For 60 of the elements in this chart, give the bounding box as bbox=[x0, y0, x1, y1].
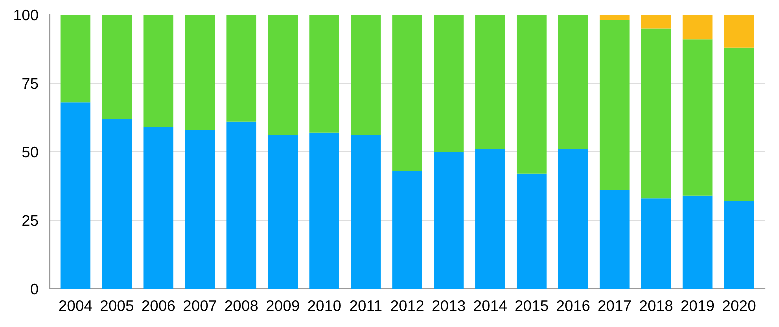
x-tick-label: 2016 bbox=[557, 300, 590, 312]
bar bbox=[351, 136, 381, 289]
bar bbox=[310, 15, 340, 133]
bar bbox=[60, 15, 91, 103]
bar bbox=[682, 40, 713, 196]
x-tick-label: 2004 bbox=[59, 300, 92, 312]
x-tick-label: 2005 bbox=[100, 300, 134, 312]
bar bbox=[434, 15, 464, 152]
x-tick-label: 2012 bbox=[391, 300, 424, 312]
bar bbox=[476, 149, 506, 289]
bar bbox=[185, 15, 216, 130]
x-tick-label: 2019 bbox=[682, 300, 714, 312]
bar bbox=[682, 15, 713, 40]
bar bbox=[641, 198, 672, 289]
x-tick-label: 2017 bbox=[598, 300, 632, 312]
bar bbox=[558, 149, 588, 289]
bar bbox=[185, 130, 216, 289]
x-tick-label: 2013 bbox=[432, 300, 466, 312]
bar bbox=[682, 196, 713, 289]
bar bbox=[600, 15, 630, 20]
bar bbox=[516, 174, 547, 289]
y-tick-label: 100 bbox=[14, 10, 38, 21]
bar bbox=[516, 15, 547, 174]
x-tick-label: 2014 bbox=[474, 300, 507, 312]
bar bbox=[724, 201, 754, 289]
y-tick-label: 0 bbox=[30, 284, 38, 295]
bar bbox=[102, 119, 132, 289]
bar bbox=[392, 171, 422, 289]
bar bbox=[724, 48, 754, 202]
bar bbox=[392, 15, 422, 172]
bar bbox=[600, 190, 630, 289]
bar bbox=[60, 102, 91, 289]
bar bbox=[434, 152, 464, 289]
bar bbox=[476, 15, 506, 150]
bar bbox=[558, 15, 588, 150]
x-tick-label: 2020 bbox=[723, 300, 756, 312]
x-tick-label: 2011 bbox=[350, 300, 382, 312]
bar bbox=[268, 136, 298, 289]
bar bbox=[641, 28, 672, 199]
y-tick-label: 75 bbox=[22, 78, 38, 90]
bar bbox=[226, 15, 257, 122]
x-tick-label: 2006 bbox=[142, 300, 175, 312]
bar bbox=[641, 15, 672, 29]
bar bbox=[268, 15, 298, 136]
bar bbox=[600, 20, 630, 190]
bar bbox=[226, 122, 257, 289]
x-tick-label: 2015 bbox=[516, 300, 548, 312]
bar bbox=[102, 15, 132, 120]
x-tick-label: 2018 bbox=[640, 300, 673, 312]
y-tick-label: 50 bbox=[22, 146, 38, 158]
x-tick-label: 2009 bbox=[266, 300, 300, 312]
x-tick-label: 2007 bbox=[184, 300, 216, 312]
bar bbox=[351, 15, 381, 136]
bar bbox=[144, 15, 174, 128]
y-tick-label: 25 bbox=[22, 215, 38, 226]
x-tick-label: 2008 bbox=[225, 300, 258, 312]
bar bbox=[724, 15, 754, 48]
bar bbox=[144, 127, 174, 289]
x-tick-label: 2010 bbox=[308, 300, 341, 312]
bar bbox=[310, 132, 340, 289]
